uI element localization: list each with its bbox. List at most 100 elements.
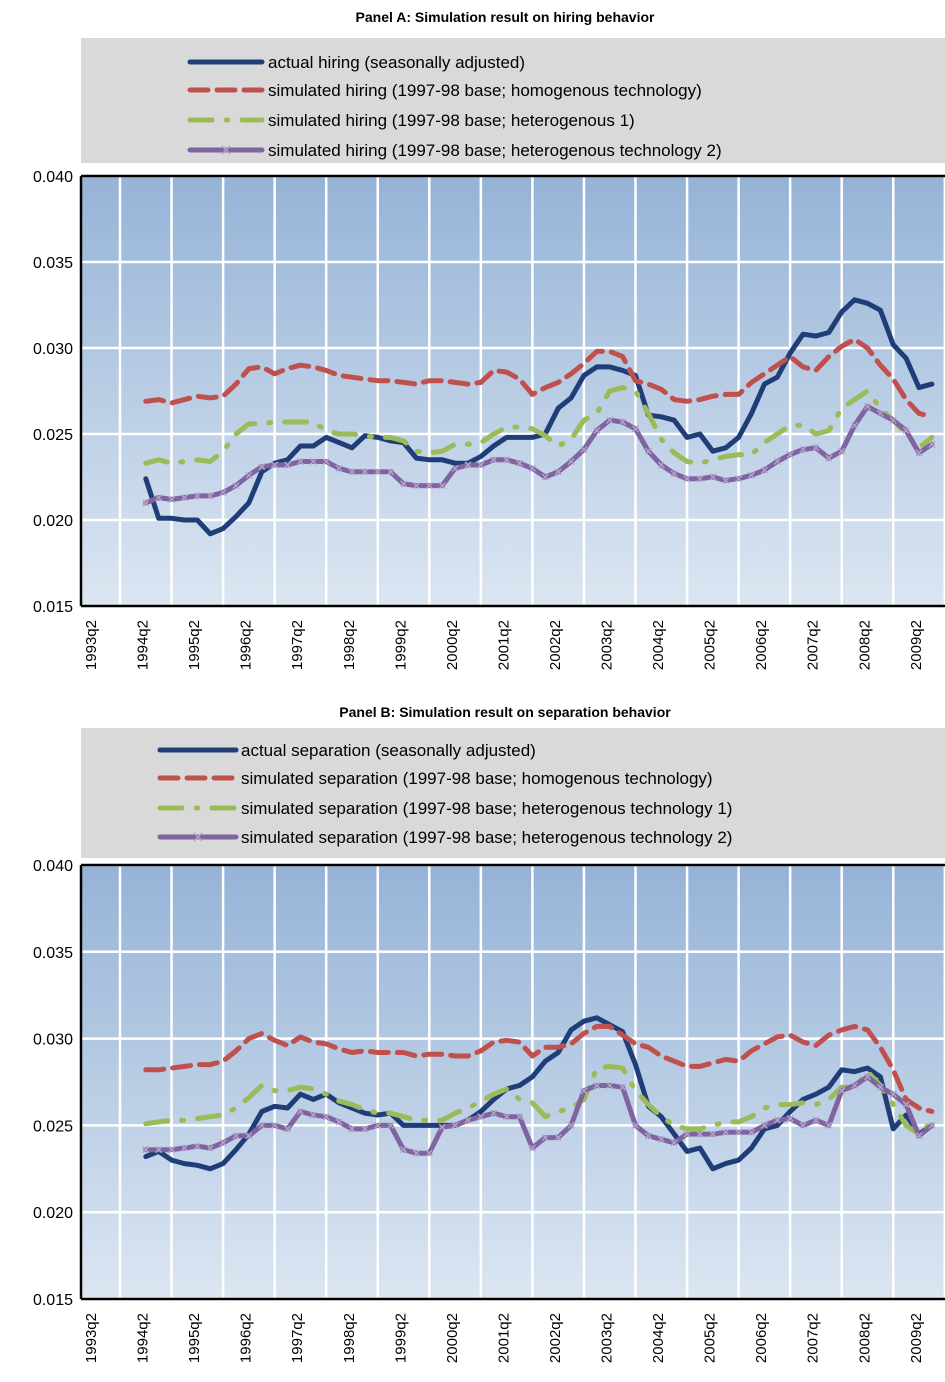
x-tick-label: 2002q2	[547, 620, 564, 670]
series-marker	[258, 1121, 266, 1129]
x-tick-label: 1998q2	[341, 1313, 358, 1363]
panel-b: Panel B: Simulation result on separation…	[0, 695, 945, 1382]
x-tick-label: 2004q2	[650, 1313, 667, 1363]
series-marker	[348, 1125, 356, 1133]
series-marker	[464, 1116, 472, 1124]
legend-label: simulated separation (1997-98 base; homo…	[241, 769, 713, 788]
series-marker	[735, 1128, 743, 1136]
series-marker	[709, 473, 717, 481]
series-marker	[438, 482, 446, 490]
x-tick-label: 2007q2	[805, 620, 822, 670]
series-marker	[825, 1121, 833, 1129]
series-marker	[696, 475, 704, 483]
series-marker	[670, 1139, 678, 1147]
series-marker	[374, 468, 382, 476]
series-marker	[412, 1149, 420, 1157]
series-marker	[915, 1132, 923, 1140]
series-marker	[335, 1118, 343, 1126]
series-marker	[902, 427, 910, 435]
x-tick-label: 1996q2	[238, 1313, 255, 1363]
series-marker	[876, 409, 884, 417]
series-line-simulated-hiring-1997-98-base-heterogenous-1	[143, 385, 935, 466]
x-tick-label: 1999q2	[392, 1313, 409, 1363]
series-marker	[477, 1113, 485, 1121]
series-marker	[838, 447, 846, 455]
series-marker	[631, 1121, 640, 1129]
series-marker	[490, 456, 498, 464]
series-marker	[180, 1144, 188, 1152]
x-tick-label: 2005q2	[702, 620, 719, 670]
legend-label: simulated hiring (1997-98 base; heteroge…	[268, 141, 722, 160]
series-marker	[928, 440, 936, 448]
series-marker	[361, 1125, 369, 1133]
series-marker	[387, 1121, 395, 1129]
series-marker	[374, 1121, 382, 1129]
x-tick-label: 1997q2	[289, 1313, 306, 1363]
x-tick-label: 2000q2	[444, 620, 461, 670]
plot-area: 0.040 0.035 0.030 0.025 0.020 0.015 1993q2 1994…	[33, 169, 945, 670]
series-marker	[554, 1134, 562, 1142]
series-marker	[799, 1121, 807, 1129]
panel-a: Panel A: Simulation result on hiring beh…	[33, 9, 945, 670]
x-tick-label: 1993q2	[83, 1313, 100, 1363]
series-marker	[284, 1125, 292, 1133]
y-tick-label: 0.040	[33, 858, 73, 875]
y-tick-label: 0.030	[33, 1032, 73, 1049]
legend-marker	[221, 145, 231, 155]
series-marker	[851, 421, 859, 429]
series-marker	[245, 471, 253, 479]
series-marker	[709, 1130, 717, 1138]
series-marker	[322, 457, 330, 466]
series-marker	[528, 464, 536, 472]
x-tick-label: 2006q2	[753, 1313, 770, 1363]
series-marker	[541, 473, 549, 481]
x-tick-label: 1996q2	[238, 620, 255, 670]
series-marker	[490, 1109, 498, 1117]
series-marker	[812, 444, 820, 452]
series-marker	[425, 1149, 433, 1157]
x-tick-label: 2007q2	[805, 1313, 822, 1363]
y-tick-label: 0.015	[33, 1292, 73, 1309]
series-marker	[219, 1139, 227, 1147]
series-marker	[657, 1135, 665, 1143]
series-marker	[722, 1128, 730, 1136]
series-marker	[335, 464, 343, 472]
series-marker	[863, 402, 872, 411]
x-tick-label: 1997q2	[289, 620, 306, 670]
series-marker	[593, 427, 601, 435]
series-marker	[644, 447, 652, 455]
series-marker	[863, 1073, 872, 1081]
legend-label: actual hiring (seasonally adjusted)	[268, 53, 525, 72]
series-marker	[322, 1113, 330, 1121]
series-line-simulated-separation-1997-98-base-heterogenous-technology-1	[143, 1063, 935, 1137]
x-tick-label: 1994q2	[135, 620, 152, 670]
series-marker	[155, 1146, 163, 1154]
y-tick-label: 0.025	[33, 427, 73, 444]
series-marker	[889, 416, 897, 424]
series-marker	[503, 1113, 511, 1121]
series-marker	[515, 459, 524, 467]
series-marker	[296, 1107, 304, 1116]
x-tick-label: 2000q2	[444, 1313, 461, 1363]
chart-title: Panel A: Simulation result on hiring beh…	[356, 9, 656, 25]
series-marker	[464, 461, 472, 469]
y-tick-label: 0.035	[33, 945, 73, 962]
x-tick-label: 2009q2	[908, 620, 925, 670]
series-marker	[193, 1142, 201, 1150]
series-marker	[747, 1128, 756, 1136]
series-marker	[477, 461, 485, 469]
series-marker	[735, 475, 743, 483]
y-tick-label: 0.025	[33, 1118, 73, 1135]
series-marker	[271, 1121, 279, 1129]
series-marker	[309, 457, 317, 466]
series-marker	[760, 1121, 768, 1129]
series-marker	[670, 470, 678, 478]
series-marker	[232, 1132, 240, 1140]
legend-label: simulated separation (1997-98 base; hete…	[241, 799, 732, 818]
series-marker	[657, 461, 665, 469]
x-tick-label: 1993q2	[83, 620, 100, 670]
legend-label: simulated hiring (1997-98 base; heteroge…	[268, 111, 635, 130]
x-tick-label: 1999q2	[392, 620, 409, 670]
plot-background	[81, 865, 945, 1299]
series-marker	[606, 1081, 614, 1090]
